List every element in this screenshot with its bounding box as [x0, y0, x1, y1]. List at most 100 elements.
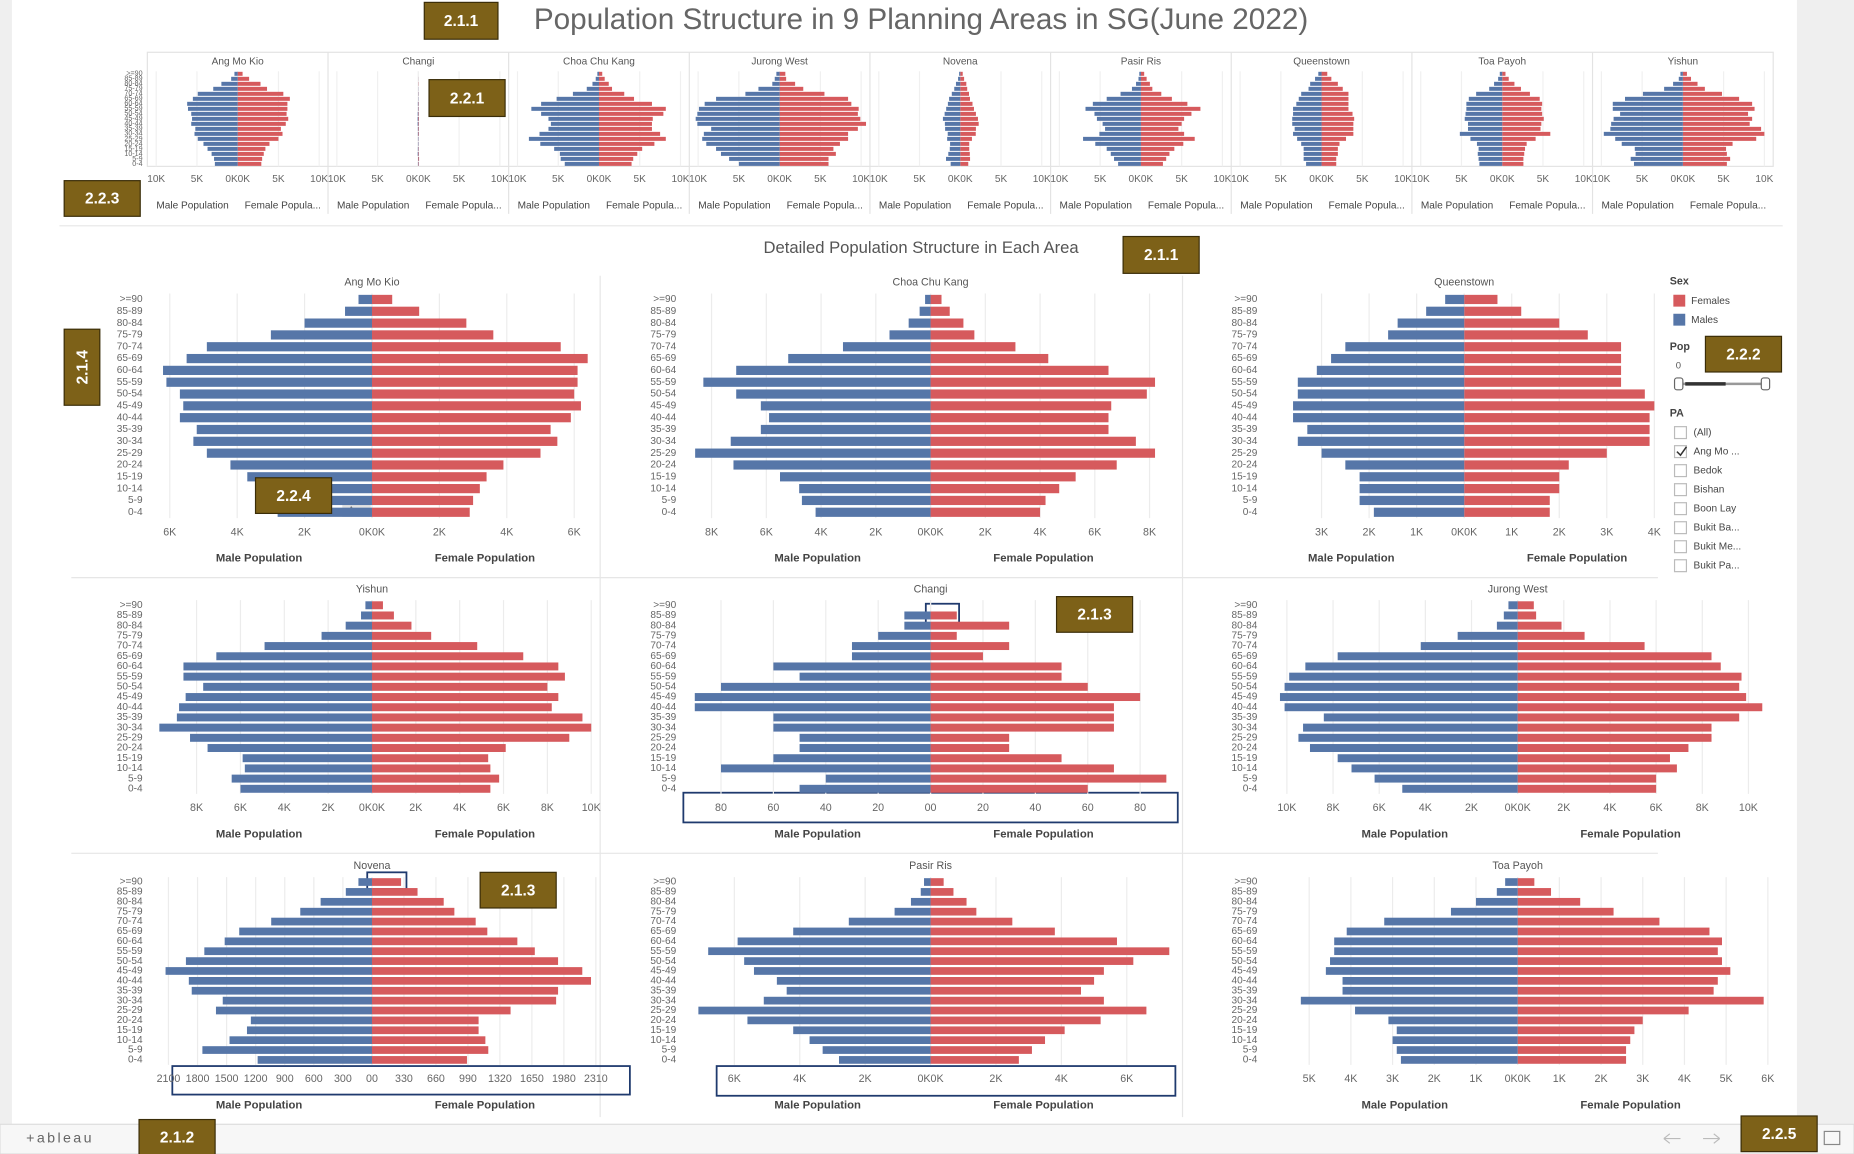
bar: [930, 662, 1062, 671]
checkbox[interactable]: [1673, 521, 1688, 535]
age-label: 55-59: [1232, 671, 1258, 682]
bar: [1464, 436, 1650, 446]
x-tick-label: 0K: [225, 174, 238, 185]
legend-label[interactable]: Males: [1691, 315, 1718, 326]
bar: [793, 1026, 931, 1035]
bar: [1517, 996, 1764, 1005]
bar: [237, 71, 243, 76]
bar: [930, 878, 944, 886]
age-label: >=90: [1234, 600, 1257, 611]
x-tick-label: 0K: [780, 174, 793, 185]
filter-item[interactable]: Bukit Me...: [1694, 541, 1742, 552]
bar: [1517, 652, 1712, 661]
age-label: 70-74: [650, 341, 676, 352]
legend-label[interactable]: Females: [1691, 296, 1730, 307]
bar: [716, 146, 780, 151]
bar: [550, 121, 599, 126]
checkbox[interactable]: [1673, 426, 1688, 440]
bar: [949, 146, 961, 151]
bar: [930, 472, 1076, 482]
bar: [1517, 1006, 1689, 1015]
age-label: 20-24: [1232, 1015, 1258, 1026]
age-label: 25-29: [650, 1005, 676, 1016]
bar: [1682, 106, 1755, 111]
checkbox[interactable]: [1673, 445, 1688, 459]
bar: [1359, 472, 1465, 482]
nav-forward[interactable]: [1703, 1133, 1721, 1144]
bar: [586, 86, 599, 91]
bar: [1306, 161, 1322, 166]
filter-item[interactable]: Bishan: [1694, 484, 1725, 495]
bar: [1355, 1006, 1518, 1015]
highlight-box: [171, 1065, 631, 1096]
bar: [1292, 116, 1322, 121]
checkbox[interactable]: [1673, 540, 1688, 554]
bar: [930, 460, 1117, 470]
bar: [244, 764, 372, 773]
bar: [191, 121, 238, 126]
bar: [904, 621, 931, 630]
legend-swatch[interactable]: [1673, 313, 1686, 326]
bar: [930, 784, 1088, 793]
legend-swatch[interactable]: [1673, 294, 1686, 307]
bar: [197, 136, 238, 141]
x-tick-label: 6K: [1088, 526, 1102, 538]
bar: [559, 151, 599, 156]
checkbox[interactable]: [1673, 559, 1688, 573]
x-axis-label: Female Population: [435, 553, 535, 565]
bar: [1635, 151, 1683, 156]
bar: [1517, 897, 1581, 906]
bar: [1517, 1046, 1627, 1054]
bar: [930, 907, 977, 916]
slider-handle[interactable]: [1673, 377, 1684, 391]
bar: [1321, 71, 1328, 76]
bar: [188, 977, 372, 985]
bar: [166, 377, 372, 387]
bar: [960, 91, 969, 96]
checkbox[interactable]: [1673, 502, 1688, 516]
bar: [371, 448, 541, 458]
age-label: 45-49: [650, 692, 676, 703]
x-axis-label: Female Popula...: [1148, 200, 1224, 211]
bar: [930, 996, 1104, 1005]
checkmark[interactable]: [1676, 446, 1688, 457]
x-tick-label: 0K: [931, 526, 945, 538]
bar: [930, 1006, 1147, 1015]
bar: [908, 318, 931, 328]
bar: [598, 81, 609, 86]
x-axis-label: Male Population: [216, 553, 303, 565]
fullscreen-icon[interactable]: [1823, 1130, 1841, 1146]
x-tick-label: 4K: [1055, 1073, 1069, 1085]
x-axis-label: Male Population: [1060, 200, 1132, 211]
bar: [1345, 342, 1465, 352]
filter-item[interactable]: Bedok: [1694, 465, 1724, 476]
filter-item[interactable]: (All): [1694, 427, 1712, 438]
nav-back[interactable]: [1663, 1133, 1681, 1144]
age-label: 25-29: [1232, 1005, 1258, 1016]
bar: [300, 907, 372, 916]
bar: [1680, 71, 1683, 76]
slider-handle[interactable]: [1760, 377, 1771, 391]
age-label: 55-59: [1232, 946, 1258, 957]
bar: [1321, 131, 1354, 136]
bar: [371, 754, 489, 763]
filter-item[interactable]: Bukit Pa...: [1694, 560, 1740, 571]
x-tick-label: 2310: [584, 1073, 608, 1085]
bar: [595, 76, 599, 81]
checkbox[interactable]: [1673, 483, 1688, 497]
bar: [1517, 744, 1689, 752]
age-label: >=90: [1234, 877, 1257, 888]
age-label: 60-64: [650, 936, 676, 947]
bar: [738, 161, 780, 166]
filter-item[interactable]: Ang Mo ...: [1694, 446, 1740, 457]
bar: [250, 1016, 372, 1025]
filter-item[interactable]: Boon Lay: [1694, 503, 1738, 514]
x-tick-label: 5K: [1175, 174, 1188, 185]
bar: [207, 744, 372, 752]
facet-title: Changi: [402, 56, 434, 67]
bar: [242, 754, 372, 763]
bar: [371, 642, 478, 651]
annotation-label: 2.1.3: [501, 882, 536, 899]
filter-item[interactable]: Bukit Ba...: [1694, 522, 1740, 533]
checkbox[interactable]: [1673, 464, 1688, 478]
